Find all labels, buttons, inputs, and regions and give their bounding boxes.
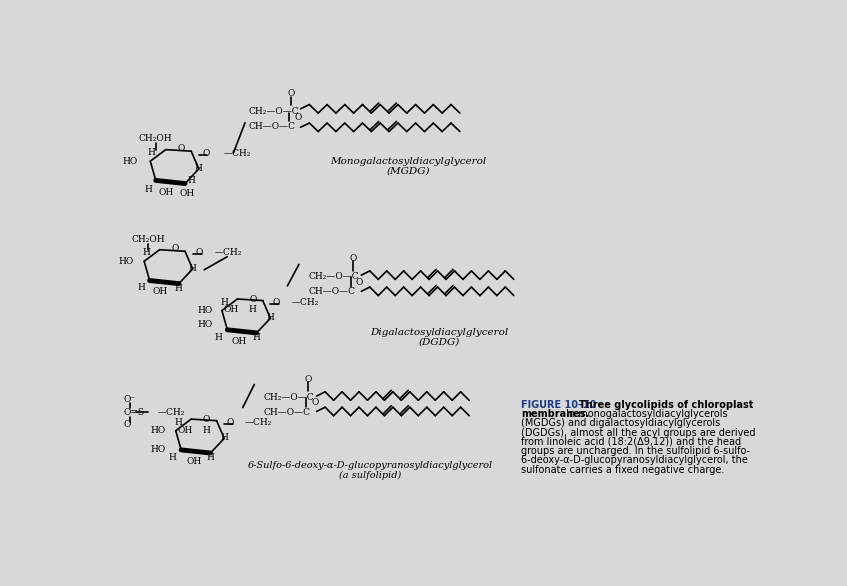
Text: groups are uncharged. In the sulfolipid 6-sulfo-: groups are uncharged. In the sulfolipid … [522,446,750,456]
Text: H: H [267,313,274,322]
Text: O: O [124,420,130,429]
Text: CH₂—O—C: CH₂—O—C [308,272,359,281]
Text: CH₂OH: CH₂OH [131,235,165,244]
Text: O: O [249,295,257,304]
Text: H: H [174,418,182,427]
Text: O: O [178,144,185,154]
Text: CH—O—C: CH—O—C [308,287,355,296]
Text: (MGDGs) and digalactosyldiacylglycerols: (MGDGs) and digalactosyldiacylglycerols [522,418,721,428]
Text: FIGURE 10–10: FIGURE 10–10 [522,400,597,410]
Text: H: H [252,333,261,342]
Text: O=S: O=S [124,408,144,417]
Text: OH: OH [158,188,174,197]
Text: 6-Sulfo-6-deoxy-α-D-glucopyranosyldiacylglycerol: 6-Sulfo-6-deoxy-α-D-glucopyranosyldiacyl… [247,461,492,470]
Text: (DGDGs), almost all the acyl groups are derived: (DGDGs), almost all the acyl groups are … [522,428,756,438]
Text: Digalactosyldiacylglycerol: Digalactosyldiacylglycerol [370,328,508,336]
Text: O: O [195,248,202,257]
Text: H: H [195,163,202,173]
Text: H: H [169,453,177,462]
Text: O: O [295,113,302,122]
Text: O⁻: O⁻ [124,396,136,404]
Text: O: O [203,149,210,158]
Text: HO: HO [151,426,166,435]
Text: HO: HO [151,445,166,454]
Text: —CH₂: —CH₂ [245,418,273,427]
Text: H: H [189,264,197,272]
Text: O: O [272,298,280,306]
Text: H: H [187,176,195,185]
Text: O: O [349,254,357,264]
Text: Monogalactosyldiacylglycerol: Monogalactosyldiacylglycerol [330,156,486,166]
Text: CH₂—O—C: CH₂—O—C [263,393,314,402]
Text: H: H [207,453,214,462]
Text: H: H [249,305,257,314]
Text: from linoleic acid (18:2(Δ9,12)) and the head: from linoleic acid (18:2(Δ9,12)) and the… [522,437,742,447]
Text: O: O [305,376,312,384]
Text: H: H [202,426,211,435]
Text: (MGDG): (MGDG) [386,166,430,176]
Text: O: O [227,418,234,427]
Text: OH: OH [180,189,195,198]
Text: —CH₂: —CH₂ [214,248,241,257]
Text: H: H [144,185,152,194]
Text: H: H [220,298,228,306]
Text: sulfonate carries a fixed negative charge.: sulfonate carries a fixed negative charg… [522,465,725,475]
Text: H: H [148,148,156,157]
Text: O: O [203,415,210,424]
Text: H: H [142,248,151,257]
Text: OH: OH [152,287,168,296]
Text: membranes.: membranes. [522,409,590,419]
Text: O: O [356,278,363,287]
Text: In monogalactosyldiacylglycerols: In monogalactosyldiacylglycerols [566,409,728,419]
Text: OH: OH [186,457,202,466]
Text: 6-deoxy-α-D-glucopyranosyldiacylglycerol, the: 6-deoxy-α-D-glucopyranosyldiacylglycerol… [522,455,749,465]
Text: CH—O—C: CH—O—C [248,122,295,131]
Text: H: H [137,283,145,292]
Text: (a sulfolipid): (a sulfolipid) [339,471,401,480]
Text: CH₂—O—C: CH₂—O—C [248,107,299,115]
Text: OH: OH [224,305,239,314]
Text: Three glycolipids of chloroplast: Three glycolipids of chloroplast [579,400,754,410]
Text: OH: OH [177,426,192,435]
Text: H: H [220,433,228,442]
Text: OH: OH [231,337,246,346]
Text: HO: HO [197,306,213,315]
Text: (DGDG): (DGDG) [418,338,460,347]
Text: HO: HO [122,156,137,166]
Text: —CH₂: —CH₂ [158,408,185,417]
Text: —CH₂: —CH₂ [291,298,318,306]
Text: H: H [174,284,183,293]
Text: —CH₂: —CH₂ [224,149,251,158]
Text: O: O [312,398,318,407]
Text: CH—O—C: CH—O—C [263,408,311,417]
Text: CH₂OH: CH₂OH [139,134,173,144]
Text: O: O [171,244,179,254]
Text: HO: HO [197,320,213,329]
Text: H: H [215,333,223,342]
Text: O: O [288,89,295,98]
Text: HO: HO [118,257,134,266]
